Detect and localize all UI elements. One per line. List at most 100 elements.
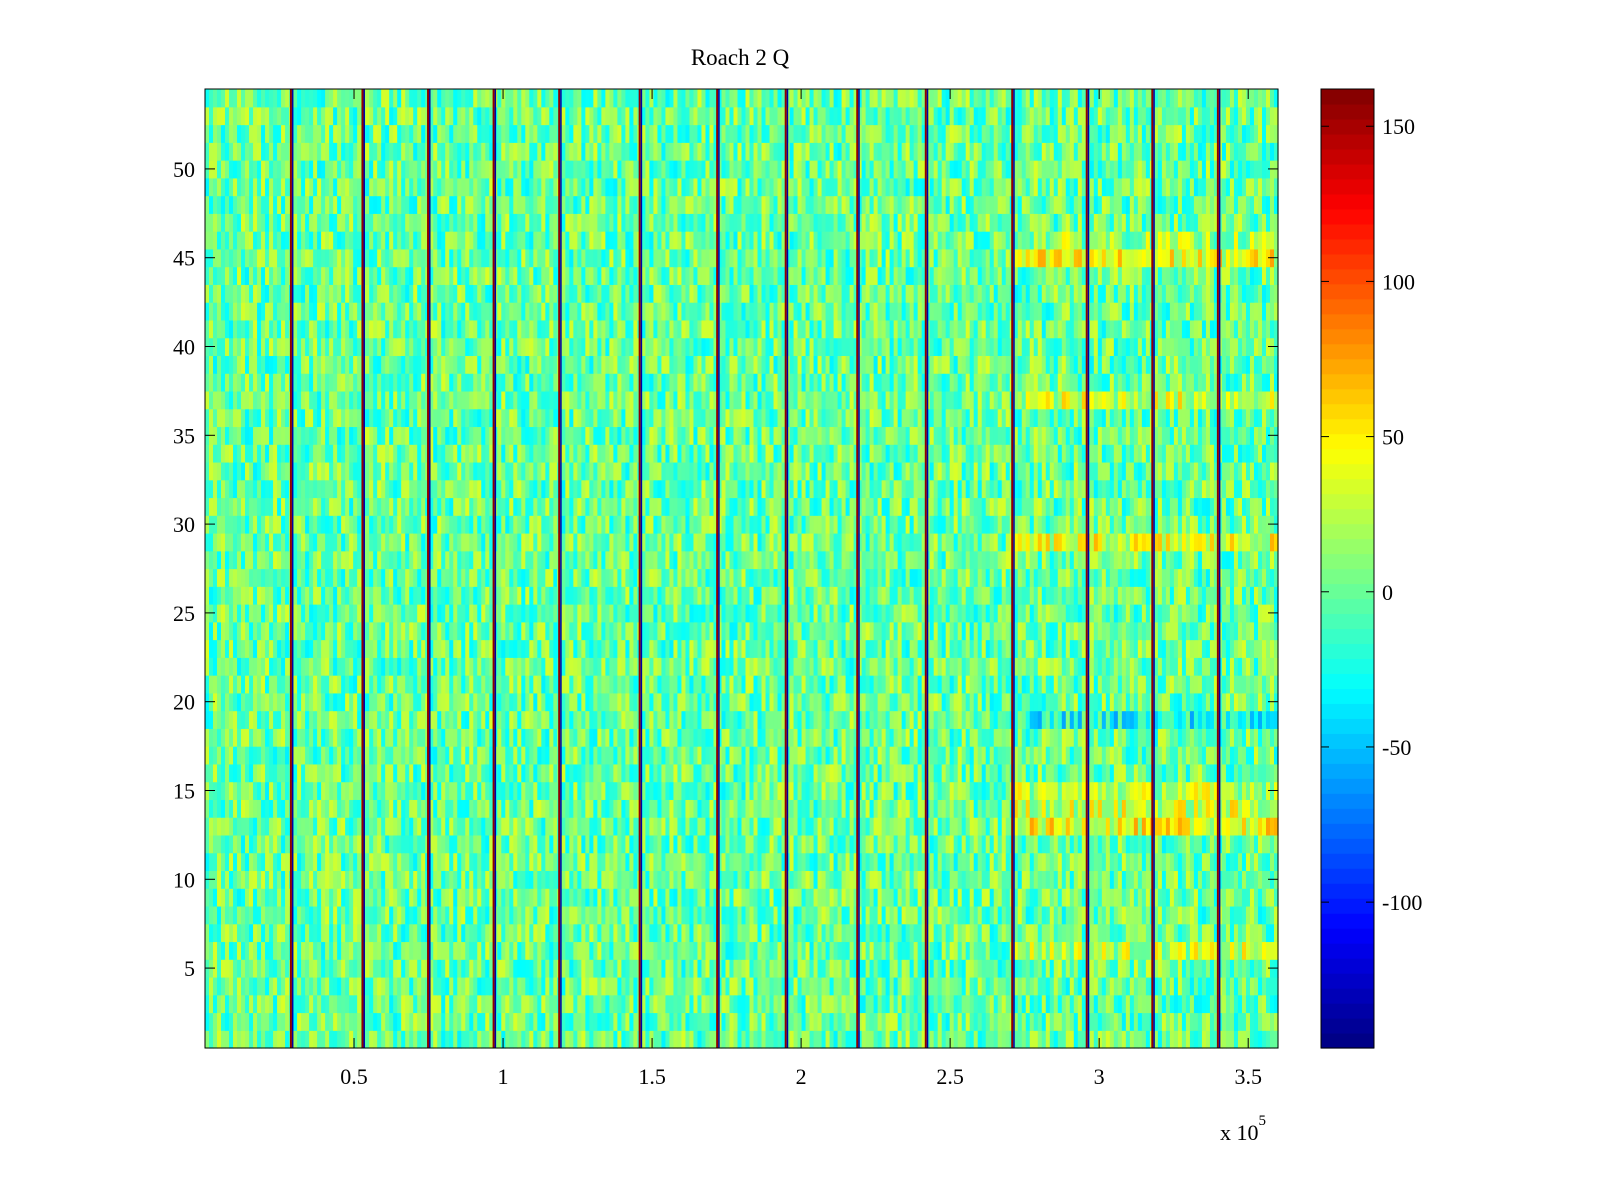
heatmap-cell [537, 994, 542, 1014]
heatmap-cell [789, 710, 795, 729]
heatmap-cell [869, 905, 875, 925]
heatmap-cell [649, 710, 655, 729]
heatmap-cell [385, 781, 390, 800]
heatmap-cell [417, 905, 422, 925]
heatmap-cell [813, 728, 819, 747]
heatmap-cell [989, 817, 995, 836]
heatmap-cell [801, 710, 807, 729]
heatmap-cell [697, 834, 703, 854]
heatmap-cell [941, 817, 947, 836]
heatmap-cell [457, 923, 462, 943]
heatmap-cell [769, 746, 775, 765]
heatmap-cell [797, 976, 803, 996]
heatmap-cell [1033, 799, 1039, 818]
heatmap-cell [521, 870, 526, 889]
heatmap-cell [809, 852, 815, 872]
heatmap-cell [369, 852, 374, 872]
heatmap-cell [1029, 905, 1035, 925]
heatmap-cell [405, 923, 410, 943]
heatmap-cell [1181, 959, 1187, 978]
heatmap-cell [329, 941, 334, 960]
heatmap-cell [309, 781, 314, 800]
heatmap-cell [1193, 870, 1199, 889]
heatmap-cell [373, 976, 378, 996]
heatmap-cell [773, 728, 779, 747]
heatmap-cell [737, 994, 743, 1014]
heatmap-cell [665, 941, 671, 960]
heatmap-cell [585, 1030, 590, 1049]
heatmap-cell [473, 817, 478, 836]
heatmap-cell [401, 976, 406, 996]
heatmap-cell [881, 1030, 887, 1049]
heatmap-cell [617, 799, 622, 818]
heatmap-cell [817, 959, 823, 978]
heatmap-cell [609, 994, 614, 1014]
heatmap-cell [521, 923, 526, 943]
heatmap-cell [589, 710, 594, 729]
heatmap-cell [573, 710, 578, 729]
heatmap-cell [589, 905, 594, 925]
heatmap-cell [649, 976, 655, 996]
heatmap-cell [1274, 817, 1279, 836]
heatmap-cell [737, 746, 743, 765]
heatmap-cell [869, 870, 875, 889]
heatmap-cell [1061, 959, 1067, 978]
heatmap-cell [829, 834, 835, 854]
heatmap-cell [969, 905, 975, 925]
heatmap-cell [949, 923, 955, 943]
heatmap-cell [245, 994, 250, 1014]
heatmap-cell [641, 905, 647, 925]
heatmap-cell [509, 728, 514, 747]
heatmap-cell [793, 941, 799, 960]
heatmap-cell [337, 994, 342, 1014]
heatmap-cell [481, 1030, 486, 1049]
heatmap-cell [793, 746, 799, 765]
heatmap-cell [217, 923, 222, 943]
heatmap-cell [929, 976, 935, 996]
heatmap-cell [885, 888, 891, 907]
heatmap-cell [1245, 923, 1251, 943]
heatmap-cell [485, 1012, 490, 1031]
heatmap-cell [373, 763, 378, 783]
heatmap-cell [833, 1012, 839, 1031]
heatmap-cell [777, 799, 783, 818]
heatmap-cell [365, 763, 370, 783]
heatmap-cell [1229, 728, 1235, 747]
heatmap-cell [345, 746, 350, 765]
heatmap-cell [1265, 1012, 1271, 1031]
heatmap-cell [1161, 870, 1167, 889]
heatmap-cell [701, 1030, 707, 1049]
heatmap-cell [733, 959, 739, 978]
heatmap-cell [1033, 976, 1039, 996]
heatmap-cell [293, 834, 298, 854]
heatmap-cell [921, 941, 927, 960]
heatmap-cell [1241, 781, 1247, 800]
heatmap-cell [1117, 852, 1123, 872]
heatmap-cell [553, 976, 558, 996]
heatmap-cell [353, 852, 358, 872]
heatmap-cell [1185, 799, 1191, 818]
heatmap-cell [273, 905, 278, 925]
heatmap-cell [337, 728, 342, 747]
heatmap-cell [1181, 746, 1187, 765]
heatmap-cell [405, 817, 410, 836]
heatmap-cell [445, 781, 450, 800]
heatmap-cell [1221, 959, 1227, 978]
heatmap-cell [213, 959, 218, 978]
heatmap-cell [1201, 923, 1207, 943]
heatmap-cell [757, 976, 763, 996]
heatmap-cell [821, 834, 827, 854]
heatmap-cell [589, 763, 594, 783]
heatmap-cell [1153, 888, 1159, 907]
heatmap-cell [1185, 852, 1191, 872]
heatmap-cell [841, 817, 847, 836]
heatmap-cell [881, 941, 887, 960]
heatmap-cell [653, 994, 659, 1014]
heatmap-cell [349, 905, 354, 925]
heatmap-cell [913, 941, 919, 960]
heatmap-cell [1089, 994, 1095, 1014]
heatmap-cell [233, 710, 238, 729]
heatmap-cell [989, 994, 995, 1014]
heatmap-cell [733, 941, 739, 960]
heatmap-cell [1013, 799, 1019, 818]
